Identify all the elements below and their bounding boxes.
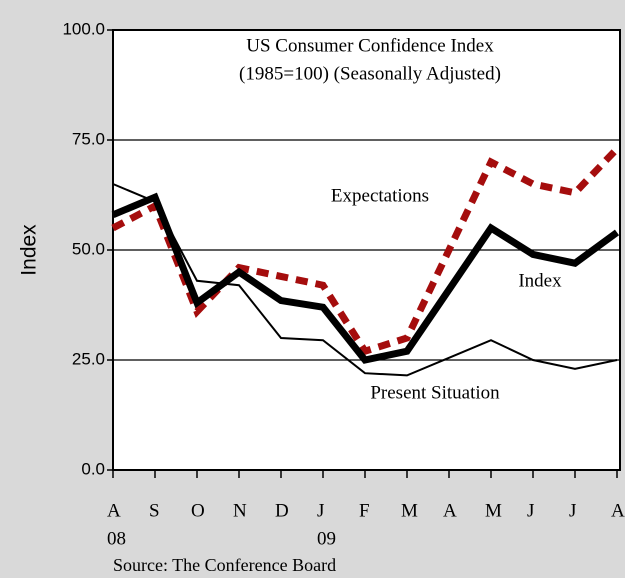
x-tick-label: S xyxy=(149,500,160,521)
source: Source: The Conference Board xyxy=(113,555,336,575)
series-line xyxy=(111,146,620,356)
series-line xyxy=(111,192,620,364)
y-tick-label: 0.0 xyxy=(81,459,105,478)
x-tick-label: J xyxy=(317,500,324,521)
series-label: Expectations xyxy=(331,185,429,206)
x-tick-label: D xyxy=(275,500,289,521)
x-tick-label: A xyxy=(611,500,625,521)
x-tick-label: M xyxy=(401,500,418,521)
y-axis-label: Index xyxy=(18,224,41,276)
series-label: Present Situation xyxy=(370,382,500,403)
x-year-label: 08 xyxy=(107,528,126,549)
x-tick-label: F xyxy=(359,500,370,521)
x-tick-label: A xyxy=(443,500,457,521)
x-tick-label: N xyxy=(233,500,247,521)
series-label: Index xyxy=(518,270,562,291)
x-tick-label: J xyxy=(527,500,534,521)
x-tick-label: O xyxy=(191,500,205,521)
x-tick-label: M xyxy=(485,500,502,521)
y-tick-label: 75.0 xyxy=(72,129,105,148)
chart-title: US Consumer Confidence Index xyxy=(246,35,494,56)
y-tick-label: 50.0 xyxy=(72,239,105,258)
y-tick-label: 100.0 xyxy=(62,19,105,38)
chart-subtitle: (1985=100) (Seasonally Adjusted) xyxy=(239,63,501,84)
x-tick-label: A xyxy=(107,500,121,521)
series-line xyxy=(112,183,618,377)
x-year-label: 09 xyxy=(317,528,336,549)
x-tick-label: J xyxy=(569,500,576,521)
y-tick-label: 25.0 xyxy=(72,349,105,368)
